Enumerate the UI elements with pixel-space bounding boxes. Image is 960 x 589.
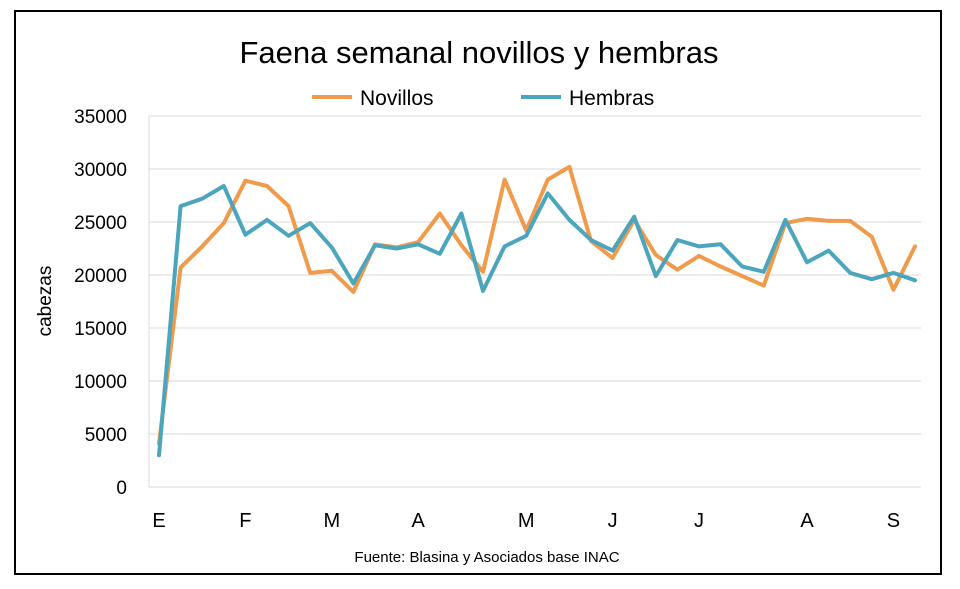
x-tick-label: A — [800, 510, 814, 532]
x-tick-label: E — [152, 510, 165, 532]
chart-title: Faena semanal novillos y hembras — [239, 35, 718, 70]
series-line-novillos — [157, 164, 917, 446]
chart-frame — [14, 10, 942, 575]
y-axis-ticks: 0 5000 10000 15000 20000 25000 30000 35000 — [74, 107, 127, 499]
y-tick-label: 30000 — [74, 160, 127, 181]
y-tick-label: 10000 — [74, 372, 127, 393]
y-tick-label: 35000 — [74, 107, 127, 128]
x-tick-label: F — [239, 510, 251, 532]
x-tick-label: M — [323, 510, 340, 532]
y-axis-label: cabezas — [35, 266, 56, 337]
series-lines — [157, 164, 917, 458]
y-tick-label: 25000 — [74, 213, 127, 234]
legend-label-novillos: Novillos — [360, 87, 434, 110]
y-tick-label: 15000 — [74, 319, 127, 340]
x-tick-label: J — [694, 510, 704, 532]
y-tick-label: 5000 — [85, 425, 127, 446]
source-note: Fuente: Blasina y Asociados base INAC — [354, 549, 619, 566]
x-tick-label: J — [608, 510, 618, 532]
gridlines — [148, 115, 921, 488]
series-line-hembras — [157, 184, 917, 458]
x-tick-label: S — [887, 510, 900, 532]
x-tick-label: M — [518, 510, 535, 532]
y-tick-label: 0 — [116, 478, 127, 499]
legend-label-hembras: Hembras — [569, 87, 654, 110]
legend: Novillos Hembras — [312, 87, 654, 110]
y-tick-label: 20000 — [74, 266, 127, 287]
x-tick-label: A — [412, 510, 426, 532]
